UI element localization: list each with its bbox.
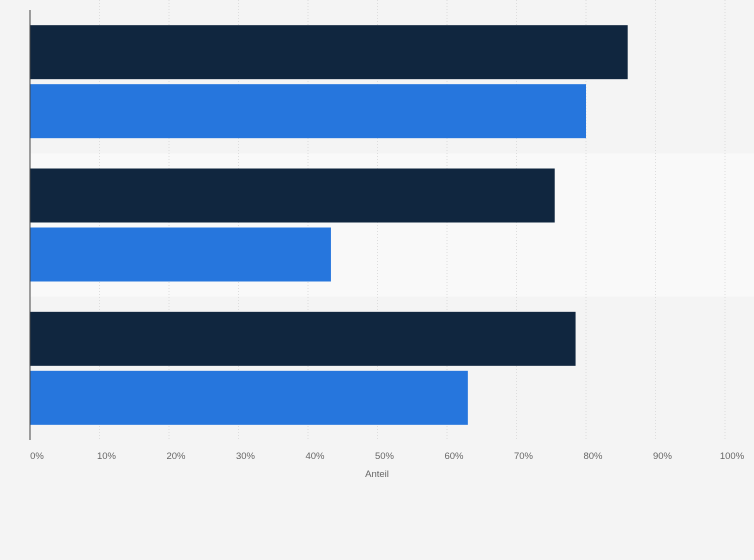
x-tick-label: 0% — [30, 451, 44, 462]
x-tick-labels: 0% 10% 20% 30% 40% 50% 60% 70% 80% 90% 100% — [30, 451, 745, 462]
x-tick-label: 40% — [305, 451, 325, 462]
x-tick-label: 100% — [720, 451, 745, 462]
x-tick-label: 90% — [653, 451, 673, 462]
bar[interactable] — [30, 84, 586, 139]
bar[interactable] — [30, 227, 331, 282]
bars — [30, 25, 628, 425]
bar[interactable] — [30, 370, 468, 425]
x-tick-label: 60% — [444, 451, 464, 462]
x-axis-title: Anteil — [365, 469, 389, 480]
x-tick-label: 20% — [166, 451, 186, 462]
bar[interactable] — [30, 311, 576, 366]
bar[interactable] — [30, 168, 555, 223]
x-tick-label: 50% — [375, 451, 395, 462]
x-tick-label: 80% — [583, 451, 603, 462]
x-tick-label: 70% — [514, 451, 534, 462]
bar[interactable] — [30, 25, 628, 80]
x-tick-label: 30% — [236, 451, 256, 462]
grid-lines — [99, 0, 726, 440]
x-tick-label: 10% — [97, 451, 117, 462]
